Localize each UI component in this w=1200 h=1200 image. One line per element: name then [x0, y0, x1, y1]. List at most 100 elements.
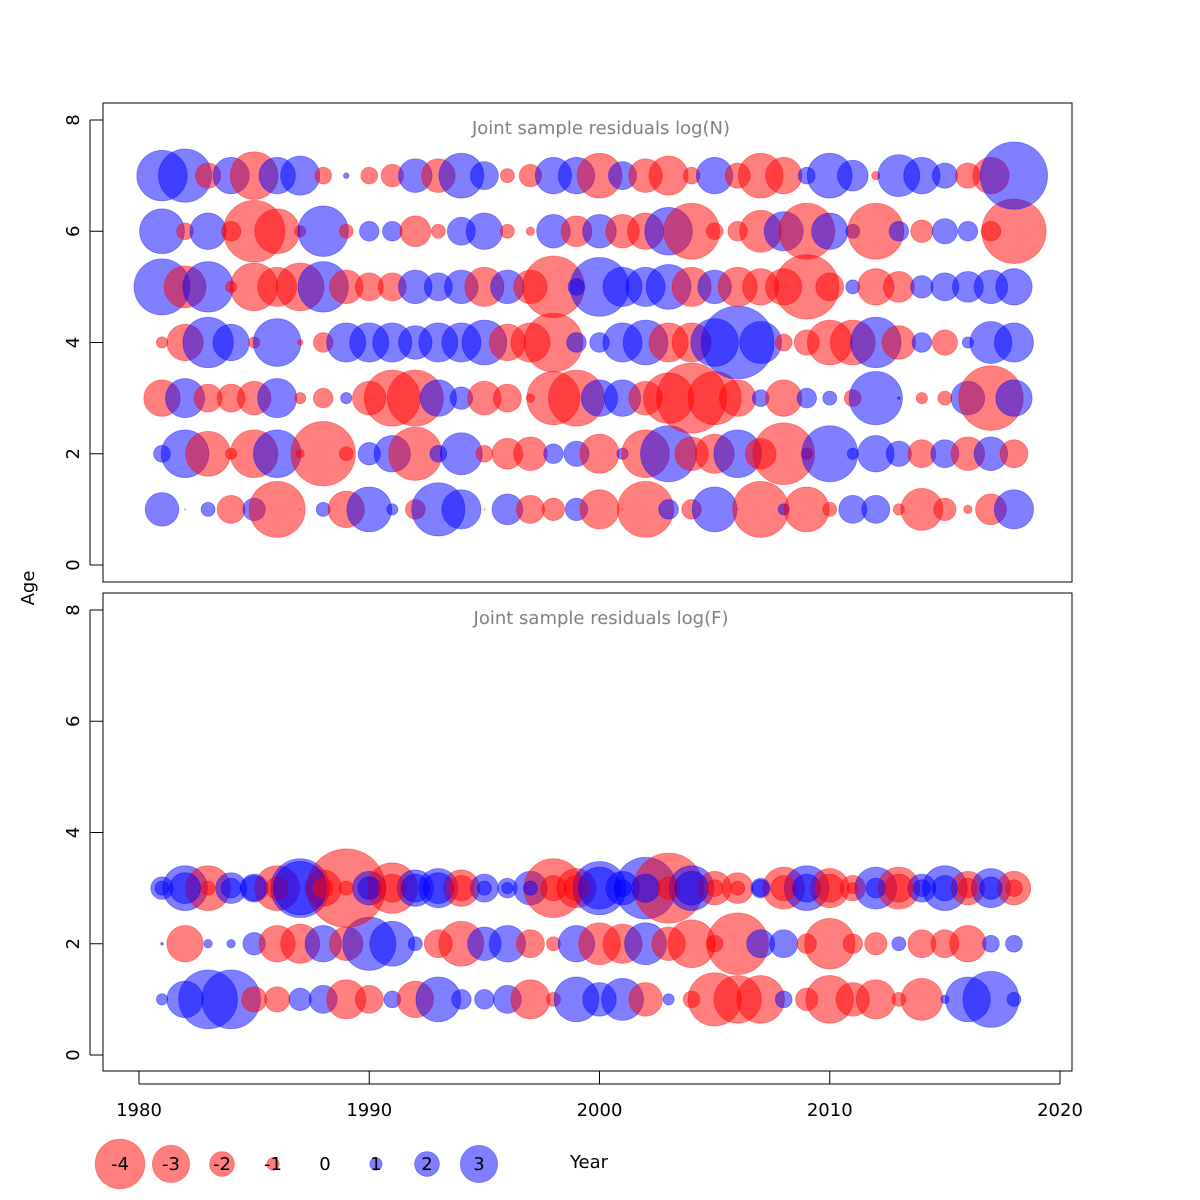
- top-bubble: [296, 339, 304, 346]
- bottom-bubble: [1005, 934, 1023, 953]
- top-y-tick-label: 0: [63, 559, 84, 570]
- bottom-y-tick-label: 4: [63, 827, 84, 838]
- top-bubble: [815, 272, 845, 302]
- bottom-overlay-bubble: [501, 882, 514, 895]
- bottom-bubble: [156, 993, 169, 1006]
- top-bubble: [765, 379, 803, 417]
- bottom-bubble: [982, 934, 1000, 953]
- bottom-overlay-bubble: [448, 875, 475, 902]
- x-axis: 1980 1990 2000 2010 2020: [116, 1071, 1083, 1121]
- bottom-overlay-bubble: [815, 873, 845, 903]
- bottom-overlay-bubble: [200, 880, 216, 896]
- top-bubble: [465, 212, 503, 250]
- bottom-overlay-bubble: [865, 877, 887, 899]
- bottom-overlay-bubble: [357, 876, 381, 900]
- top-bubble: [888, 221, 910, 242]
- bottom-overlay-bubble: [674, 870, 709, 906]
- bottom-bubble: [203, 939, 213, 949]
- bottom-bubble: [166, 925, 204, 963]
- bottom-y-tick-label: 6: [63, 716, 84, 727]
- x-tick-label: 1990: [346, 1100, 392, 1121]
- top-bubble: [290, 421, 356, 487]
- bottom-panel-y-axis: 0 2 4 6 8: [63, 604, 103, 1061]
- top-bubble: [811, 212, 849, 250]
- top-bubble: [848, 371, 903, 426]
- top-bubble: [430, 223, 446, 239]
- top-bubble: [861, 494, 891, 524]
- top-bubble: [340, 392, 353, 405]
- top-bubble: [705, 222, 724, 241]
- bottom-overlay-bubble: [884, 873, 914, 903]
- bottom-bubble: [900, 977, 944, 1021]
- top-bubble: [346, 486, 393, 533]
- x-tick-label: 2020: [1037, 1100, 1083, 1121]
- top-bubble: [995, 379, 1033, 417]
- bottom-overlay-bubble: [313, 877, 334, 899]
- top-bubble: [185, 430, 231, 477]
- bottom-overlay-bubble: [523, 880, 538, 896]
- bottom-bubble: [288, 987, 312, 1011]
- bottom-bubble: [628, 982, 663, 1017]
- bottom-y-tick-label: 2: [63, 938, 84, 949]
- y-axis-title: Age: [18, 571, 39, 606]
- top-bubble: [343, 172, 350, 179]
- bottom-bubble: [864, 932, 888, 956]
- top-bubble: [822, 501, 838, 517]
- bottom-bubble: [407, 936, 423, 952]
- bottom-overlay-bubble: [338, 880, 354, 896]
- bottom-bubble: [241, 986, 268, 1013]
- top-bubble: [313, 387, 334, 409]
- bottom-overlay-bubble: [730, 880, 746, 896]
- top-bubble: [579, 433, 620, 474]
- bottom-bubble: [842, 933, 863, 954]
- top-bubble: [144, 492, 180, 527]
- top-bubble: [543, 443, 564, 464]
- bubble-size-legend: -4 -3 -2 -1 0 1 2 3: [94, 1138, 498, 1190]
- top-bubble: [910, 275, 934, 299]
- top-bubble: [719, 379, 757, 417]
- bottom-overlay-bubble: [241, 875, 268, 902]
- bottom-y-tick-label: 0: [63, 1049, 84, 1060]
- legend-label: -1: [264, 1154, 282, 1175]
- legend-label: -2: [213, 1154, 231, 1175]
- legend-label: 1: [370, 1154, 381, 1175]
- top-bubble: [156, 336, 169, 349]
- top-bubble: [822, 390, 838, 406]
- bottom-overlay-bubble: [931, 875, 958, 902]
- bottom-bubble: [949, 925, 987, 963]
- top-bubble: [189, 212, 227, 250]
- legend-bubble: [151, 1145, 190, 1184]
- top-bubble: [212, 323, 250, 362]
- top-bubble: [499, 168, 515, 184]
- top-bubble: [931, 218, 958, 245]
- legend-bubble: [94, 1138, 146, 1190]
- top-bubble: [915, 392, 928, 405]
- legend-label: 2: [421, 1154, 432, 1175]
- top-bubble: [399, 215, 432, 248]
- top-bubble: [933, 497, 957, 521]
- bottom-overlay-bubble: [169, 872, 201, 904]
- legend-label: -4: [111, 1154, 129, 1175]
- legend-bubble: [209, 1151, 235, 1177]
- top-bubble: [931, 329, 958, 356]
- bottom-overlay-bubble: [613, 879, 632, 897]
- top-bubble: [963, 504, 973, 514]
- top-bubble: [338, 223, 354, 239]
- top-bubble: [359, 221, 380, 242]
- top-bubble: [658, 499, 679, 520]
- bottom-overlay-bubble: [913, 879, 931, 897]
- top-bubble: [846, 447, 859, 460]
- top-bubble: [995, 268, 1033, 306]
- top-panel-bubbles: [133, 141, 1048, 538]
- bottom-overlay-bubble: [979, 876, 1003, 900]
- bottom-overlay-bubble: [154, 880, 170, 896]
- legend-label: 0: [319, 1154, 330, 1175]
- top-bubble: [360, 166, 379, 185]
- bottom-bubble: [774, 990, 793, 1009]
- bottom-y-tick-label: 8: [63, 604, 84, 615]
- top-bubble: [314, 166, 333, 185]
- legend-bubble: [266, 1157, 280, 1171]
- top-bubble: [566, 332, 587, 353]
- bottom-overlay-bubble: [846, 882, 859, 895]
- top-bubble: [836, 159, 869, 192]
